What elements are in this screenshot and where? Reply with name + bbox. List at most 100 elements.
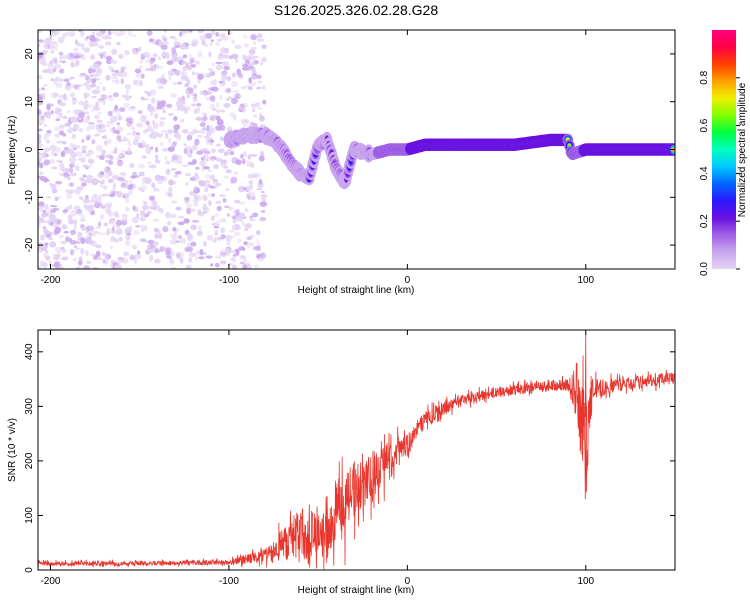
heatmap-noise-cell bbox=[115, 211, 119, 219]
heatmap-noise-cell bbox=[186, 93, 191, 99]
heatmap-noise-cell bbox=[199, 35, 207, 41]
heatmap-noise-cell bbox=[173, 41, 181, 47]
heatmap-noise-cell bbox=[262, 99, 267, 105]
heatmap-noise-cell bbox=[223, 65, 231, 71]
heatmap-noise-cell bbox=[116, 122, 120, 126]
heatmap-noise-cell bbox=[123, 102, 130, 108]
heatmap-noise-cell bbox=[45, 153, 49, 158]
heatmap-noise-cell bbox=[168, 76, 172, 81]
heatmap-noise-cell bbox=[145, 67, 153, 72]
heatmap-noise-cell bbox=[249, 121, 255, 127]
heatmap-noise-cell bbox=[60, 150, 66, 158]
heatmap-noise-cell bbox=[64, 237, 72, 242]
heatmap-noise-cell bbox=[169, 259, 175, 265]
heatmap-noise-cell bbox=[190, 41, 198, 47]
x-tick-label: -200 bbox=[40, 576, 60, 587]
heatmap-noise-cell bbox=[180, 74, 187, 82]
heatmap-noise-cell bbox=[134, 68, 142, 74]
heatmap-noise-cell bbox=[261, 190, 265, 194]
heatmap-noise-cell bbox=[96, 144, 103, 152]
heatmap-noise-cell bbox=[218, 148, 225, 154]
heatmap-noise-cell bbox=[131, 244, 137, 250]
heatmap-noise-cell bbox=[69, 156, 77, 163]
heatmap-noise-cell bbox=[85, 36, 90, 39]
heatmap-noise-cell bbox=[261, 197, 267, 202]
heatmap-noise-cell bbox=[112, 222, 118, 228]
heatmap-noise-cell bbox=[77, 128, 84, 133]
heatmap-noise-cell bbox=[249, 218, 257, 222]
heatmap-noise-cell bbox=[71, 162, 76, 166]
heatmap-noise-cell bbox=[161, 51, 168, 58]
heatmap-noise-cell bbox=[107, 178, 114, 183]
heatmap-noise-cell bbox=[147, 244, 155, 250]
heatmap-noise-cell bbox=[262, 85, 266, 90]
heatmap-noise-cell bbox=[249, 215, 254, 219]
heatmap-noise-cell bbox=[236, 208, 240, 216]
heatmap-noise-cell bbox=[53, 261, 61, 269]
heatmap-noise-cell bbox=[187, 65, 193, 71]
heatmap-noise-cell bbox=[125, 96, 130, 101]
spectrogram-y-ticks: -20 -10 0 10 20 bbox=[24, 48, 675, 252]
heatmap-noise-cell bbox=[42, 50, 49, 54]
heatmap-noise-cell bbox=[38, 265, 42, 269]
heatmap-noise-cell bbox=[86, 180, 93, 184]
heatmap-noise-cell bbox=[116, 41, 121, 46]
heatmap-noise-cell bbox=[104, 253, 109, 260]
heatmap-noise-cell bbox=[92, 31, 96, 35]
heatmap-noise-cell bbox=[42, 226, 46, 229]
heatmap-noise-cell bbox=[224, 187, 230, 192]
heatmap-noise-cell bbox=[181, 95, 186, 102]
heatmap-noise-cell bbox=[182, 61, 187, 65]
heatmap-noise-cell bbox=[111, 79, 116, 83]
heatmap-noise-cell bbox=[243, 228, 249, 232]
heatmap-noise-cell bbox=[132, 130, 137, 137]
spectrogram-heatmap bbox=[38, 30, 675, 269]
heatmap-noise-cell bbox=[166, 60, 172, 65]
heatmap-noise-cell bbox=[122, 136, 128, 143]
heatmap-noise-cell bbox=[108, 160, 114, 165]
heatmap-noise-cell bbox=[84, 74, 90, 80]
heatmap-noise-cell bbox=[170, 57, 178, 63]
heatmap-noise-cell bbox=[242, 102, 249, 108]
heatmap-noise-cell bbox=[180, 100, 186, 105]
heatmap-noise-cell bbox=[69, 31, 76, 37]
heatmap-noise-cell bbox=[239, 212, 246, 219]
heatmap-noise-cell bbox=[112, 60, 118, 64]
heatmap-noise-cell bbox=[106, 228, 111, 236]
heatmap-noise-cell bbox=[73, 47, 79, 52]
heatmap-noise-cell bbox=[256, 187, 262, 191]
heatmap-noise-cell bbox=[241, 67, 249, 71]
heatmap-noise-cell bbox=[216, 102, 220, 109]
heatmap-noise-cell bbox=[255, 230, 261, 236]
heatmap-noise-cell bbox=[209, 129, 213, 136]
heatmap-noise-cell bbox=[240, 118, 246, 124]
heatmap-noise-cell bbox=[234, 44, 242, 50]
heatmap-noise-cell bbox=[138, 172, 144, 176]
heatmap-noise-cell bbox=[173, 174, 179, 178]
heatmap-noise-cell bbox=[108, 95, 113, 98]
heatmap-noise-cell bbox=[45, 195, 52, 199]
heatmap-noise-cell bbox=[103, 222, 109, 227]
heatmap-noise-cell bbox=[46, 103, 51, 107]
heatmap-noise-cell bbox=[104, 167, 108, 174]
heatmap-noise-cell bbox=[162, 147, 168, 152]
heatmap-noise-cell bbox=[139, 238, 146, 242]
heatmap-noise-cell bbox=[206, 234, 213, 241]
heatmap-noise-cell bbox=[94, 114, 100, 120]
heatmap-noise-cell bbox=[256, 86, 262, 90]
heatmap-noise-cell bbox=[38, 221, 41, 228]
heatmap-noise-cell bbox=[59, 124, 65, 129]
heatmap-noise-cell bbox=[66, 53, 71, 57]
heatmap-noise-cell bbox=[232, 264, 237, 269]
heatmap-noise-cell bbox=[222, 36, 229, 41]
heatmap-noise-cell bbox=[239, 261, 245, 265]
heatmap-noise-cell bbox=[101, 178, 105, 185]
heatmap-noise-cell bbox=[205, 73, 211, 78]
heatmap-noise-cell bbox=[83, 117, 90, 124]
heatmap-noise-cell bbox=[256, 239, 260, 246]
heatmap-noise-cell bbox=[96, 119, 103, 123]
heatmap-noise-cell bbox=[191, 103, 196, 107]
heatmap-noise-cell bbox=[60, 240, 67, 244]
heatmap-noise-cell bbox=[213, 184, 219, 189]
heatmap-noise-cell bbox=[103, 134, 108, 140]
